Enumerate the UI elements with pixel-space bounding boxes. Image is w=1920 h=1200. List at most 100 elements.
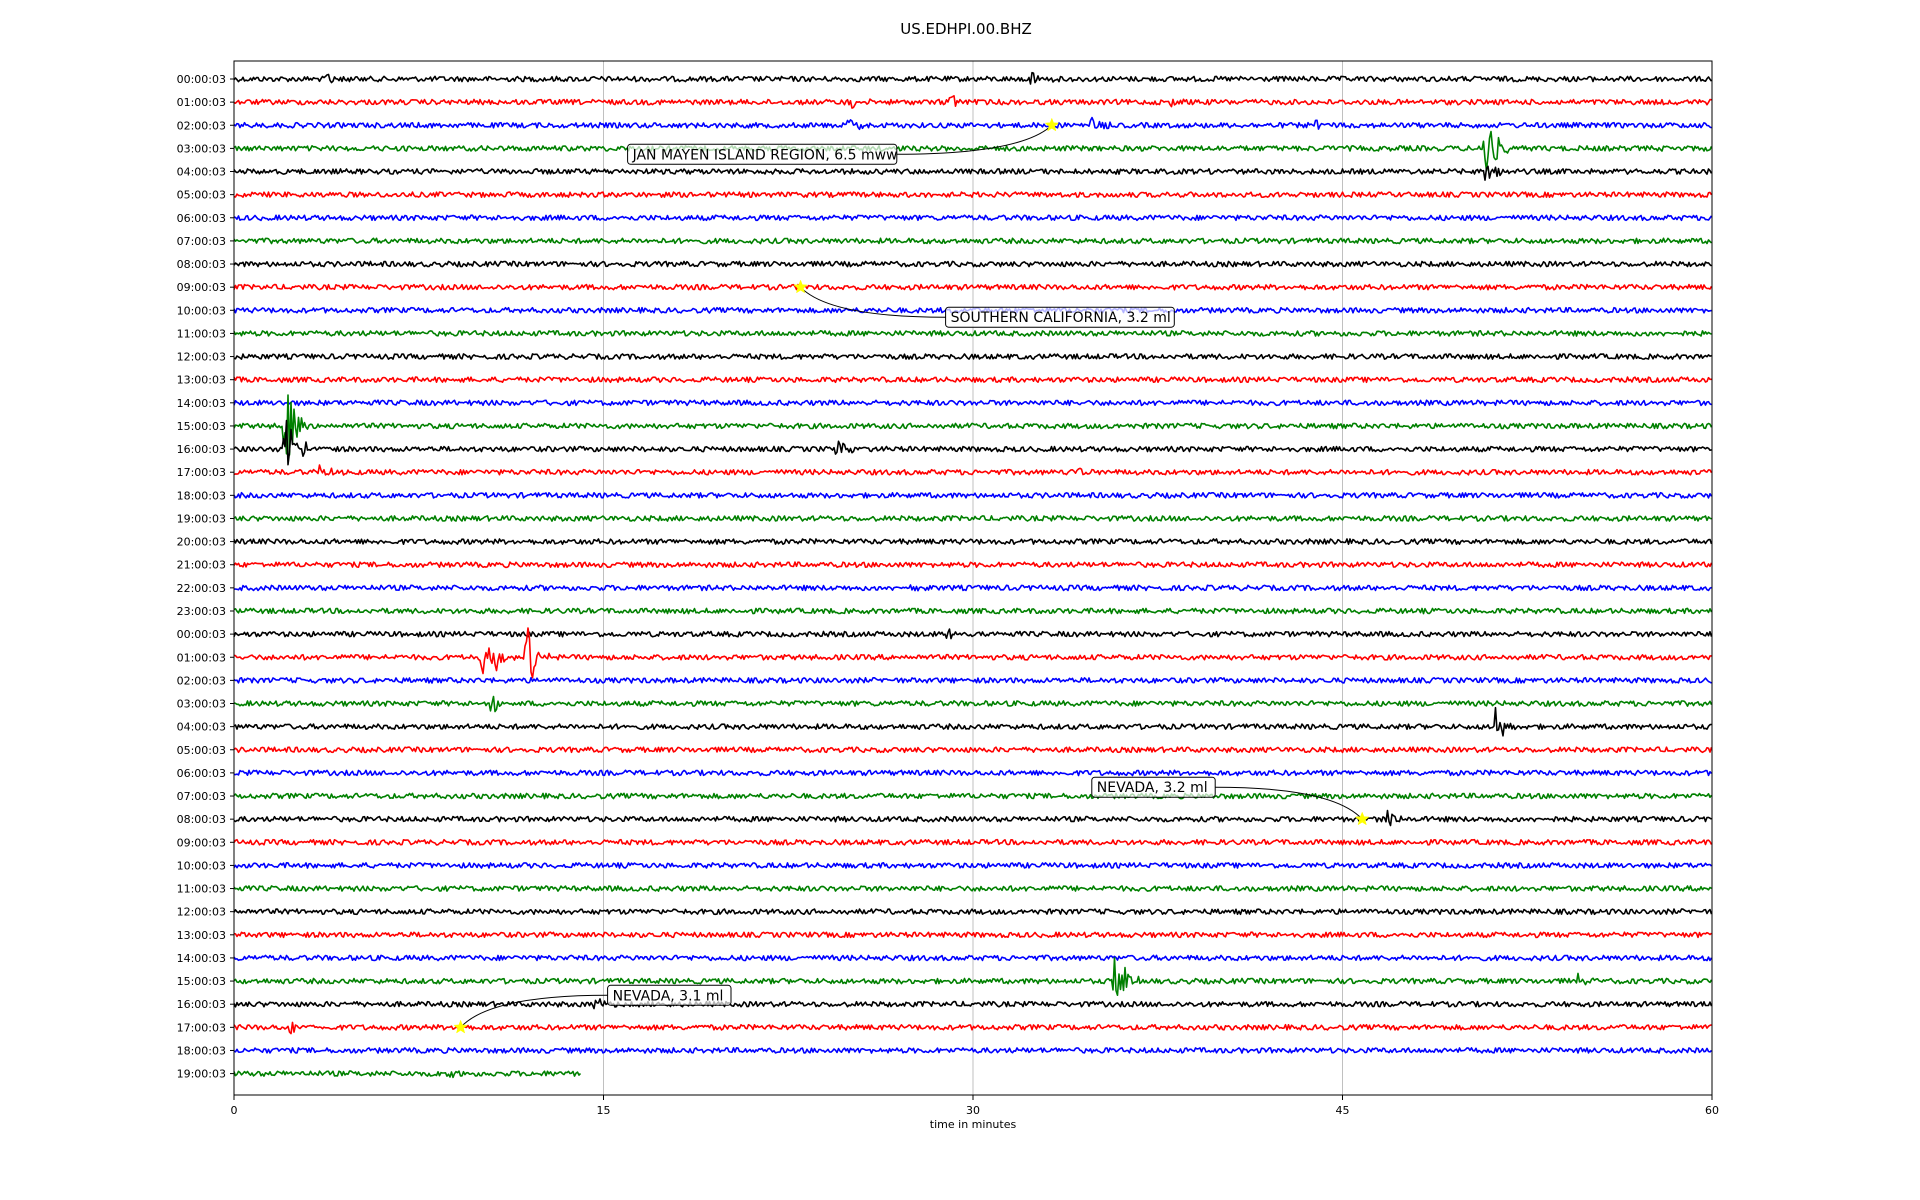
trace-row-14 [233,399,1712,407]
plot-frame [233,60,1713,1096]
event-label-box-3 [607,984,732,1006]
x-tick-label-0: 0 [231,1104,238,1117]
y-tick-label-34: 10:00:03 [177,859,226,872]
trace-row-8 [233,260,1712,268]
trace-row-29 [233,746,1713,754]
trace-row-21 [233,561,1713,569]
y-tick-label-31: 07:00:03 [177,790,226,803]
y-tick-label-15: 15:00:03 [177,420,226,433]
trace-row-3 [233,130,1713,172]
trace-row-18 [233,491,1713,499]
trace-row-12 [233,353,1712,360]
y-tick-label-4: 04:00:03 [177,166,226,179]
trace-row-4 [233,165,1713,181]
y-tick-label-7: 07:00:03 [177,235,226,248]
trace-row-28 [233,706,1712,737]
event-star-icon-2 [1354,811,1370,826]
trace-row-23 [233,607,1713,615]
trace-row-5 [233,191,1713,198]
trace-row-30 [233,769,1713,777]
chart-title: US.EDHPI.00.BHZ [900,20,1032,38]
y-tick-label-13: 13:00:03 [177,374,226,387]
y-tick-label-20: 20:00:03 [177,536,226,549]
event-label-0: JAN MAYEN ISLAND REGION, 6.5 mww [632,147,898,163]
x-axis-label: time in minutes [930,1118,1017,1131]
y-tick-label-29: 05:00:03 [177,744,226,757]
trace-row-27 [233,695,1713,713]
trace-row-7 [233,237,1713,245]
trace-row-25 [233,627,1712,679]
trace-row-42 [233,1047,1713,1054]
trace-row-2 [233,116,1712,131]
trace-row-43 [233,1070,582,1079]
y-tick-label-8: 08:00:03 [177,258,226,271]
y-tick-label-1: 01:00:03 [177,96,226,109]
y-tick-label-39: 15:00:03 [177,975,226,988]
x-tick-label-45: 45 [1336,1104,1350,1117]
x-tick-labels: 0 15 30 45 60 [231,1095,1719,1117]
y-tick-label-30: 06:00:03 [177,767,226,780]
trace-row-40 [233,998,1713,1010]
y-tick-label-36: 12:00:03 [177,906,226,919]
event-label-box-1 [945,306,1175,328]
event-label-3: NEVADA, 3.1 ml [613,988,724,1004]
event-connector-1 [800,286,946,318]
y-tick-label-9: 09:00:03 [177,281,226,294]
trace-row-35 [233,885,1712,892]
event-label-box-2 [1091,776,1216,798]
trace-row-1 [233,95,1712,109]
y-tick-label-23: 23:00:03 [177,605,226,618]
y-tick-label-18: 18:00:03 [177,489,226,502]
y-tick-labels: 00:00:03 01:00:03 02:00:03 03:00:03 04:00:03… [177,73,234,1081]
trace-row-16 [233,419,1712,466]
y-tick-label-42: 18:00:03 [177,1044,226,1057]
event-annotations: JAN MAYEN ISLAND REGION, 6.5 mww SOUTHERN… [453,117,1370,1034]
y-tick-label-21: 21:00:03 [177,559,226,572]
y-tick-label-26: 02:00:03 [177,674,226,687]
y-tick-label-24: 00:00:03 [177,628,226,641]
y-tick-label-27: 03:00:03 [177,698,226,711]
y-tick-label-19: 19:00:03 [177,512,226,525]
trace-row-0 [233,71,1713,85]
trace-row-38 [233,954,1713,962]
trace-row-22 [233,584,1712,592]
trace-row-26 [233,677,1712,684]
y-tick-label-38: 14:00:03 [177,952,226,965]
trace-row-15 [233,394,1713,456]
trace-row-33 [233,838,1713,846]
trace-row-31 [233,792,1713,800]
trace-row-6 [233,214,1713,222]
event-label-2: NEVADA, 3.2 ml [1097,780,1208,796]
trace-row-41 [233,1021,1712,1035]
trace-row-9 [233,283,1713,291]
trace-row-37 [233,931,1712,939]
event-nevada-3-2-ml: NEVADA, 3.2 ml [1091,776,1370,826]
event-label-1: SOUTHERN CALIFORNIA, 3.2 ml [951,310,1171,326]
y-tick-label-40: 16:00:03 [177,998,226,1011]
y-tick-label-16: 16:00:03 [177,443,226,456]
trace-row-32 [233,809,1712,827]
trace-row-11 [233,330,1712,337]
event-connector-3 [460,994,608,1028]
event-connector-0 [896,124,1053,155]
y-tick-label-14: 14:00:03 [177,397,226,410]
y-tick-label-0: 00:00:03 [177,73,226,86]
event-star-icon-1 [793,279,808,294]
y-tick-label-6: 06:00:03 [177,212,226,225]
y-tick-label-12: 12:00:03 [177,351,226,364]
event-label-box-0 [627,143,898,165]
event-jan-mayen-island-region-6-5-mww: JAN MAYEN ISLAND REGION, 6.5 mww [627,117,1060,165]
y-tick-label-2: 02:00:03 [177,119,226,132]
x-tick-label-60: 60 [1705,1104,1719,1117]
y-tick-label-5: 05:00:03 [177,189,226,202]
y-tick-label-25: 01:00:03 [177,651,226,664]
y-tick-label-22: 22:00:03 [177,582,226,595]
x-tick-label-30: 30 [966,1104,980,1117]
event-star-icon-0 [1044,117,1060,132]
trace-row-17 [233,464,1713,476]
y-tick-label-3: 03:00:03 [177,142,226,155]
y-tick-label-35: 11:00:03 [177,883,226,896]
y-tick-label-37: 13:00:03 [177,929,226,942]
trace-row-34 [233,862,1713,869]
